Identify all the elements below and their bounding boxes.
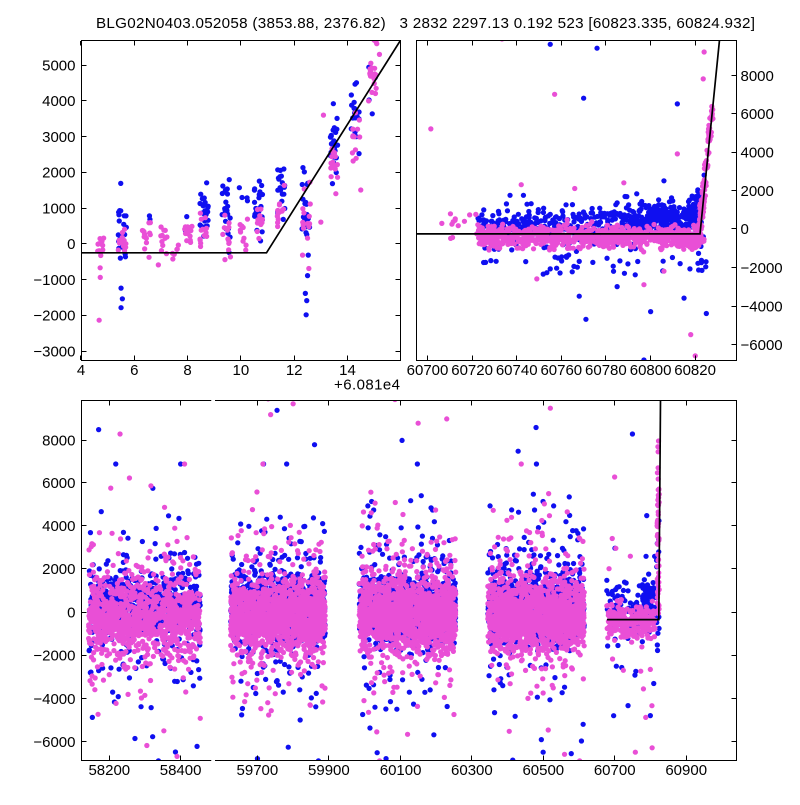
- svg-text:8000: 8000: [42, 433, 75, 450]
- svg-text:−4000: −4000: [33, 691, 75, 708]
- svg-text:58200: 58200: [88, 762, 130, 779]
- svg-text:60780: 60780: [585, 362, 627, 379]
- svg-text:−2000: −2000: [33, 308, 75, 325]
- svg-text:3000: 3000: [42, 129, 75, 146]
- svg-text:8000: 8000: [741, 68, 774, 85]
- svg-text:8: 8: [183, 362, 191, 379]
- svg-text:4: 4: [77, 362, 85, 379]
- svg-text:59700: 59700: [237, 762, 279, 779]
- svg-text:2000: 2000: [741, 183, 774, 200]
- svg-text:−6000: −6000: [741, 337, 783, 354]
- svg-text:60720: 60720: [451, 362, 493, 379]
- svg-text:−2000: −2000: [33, 648, 75, 665]
- svg-text:−6000: −6000: [33, 734, 75, 751]
- svg-text:14: 14: [339, 362, 356, 379]
- svg-text:60740: 60740: [496, 362, 538, 379]
- svg-text:0: 0: [67, 236, 75, 253]
- svg-text:0: 0: [741, 221, 749, 238]
- svg-text:4000: 4000: [42, 93, 75, 110]
- svg-text:−1000: −1000: [33, 272, 75, 289]
- svg-text:59900: 59900: [308, 762, 350, 779]
- svg-text:+6.081e4: +6.081e4: [334, 377, 400, 394]
- svg-text:BLG02N0403.052058 (3853.88, 23: BLG02N0403.052058 (3853.88, 2376.82) 3 2…: [96, 15, 755, 32]
- svg-text:5000: 5000: [42, 58, 75, 75]
- svg-text:6: 6: [130, 362, 138, 379]
- svg-text:12: 12: [286, 362, 303, 379]
- svg-text:−4000: −4000: [741, 299, 783, 316]
- svg-text:−3000: −3000: [33, 344, 75, 361]
- svg-text:58400: 58400: [160, 762, 202, 779]
- svg-text:10: 10: [233, 362, 250, 379]
- svg-text:60760: 60760: [540, 362, 582, 379]
- svg-text:−2000: −2000: [741, 260, 783, 277]
- svg-text:0: 0: [67, 605, 75, 622]
- svg-text:60820: 60820: [674, 362, 716, 379]
- svg-text:60700: 60700: [594, 762, 636, 779]
- svg-text:60900: 60900: [665, 762, 707, 779]
- svg-text:60800: 60800: [630, 362, 672, 379]
- svg-text:2000: 2000: [42, 561, 75, 578]
- svg-text:2000: 2000: [42, 165, 75, 182]
- svg-text:4000: 4000: [42, 518, 75, 535]
- svg-text:60300: 60300: [451, 762, 493, 779]
- svg-text:60700: 60700: [407, 362, 449, 379]
- svg-text:60100: 60100: [380, 762, 422, 779]
- svg-text:4000: 4000: [741, 145, 774, 162]
- svg-text:6000: 6000: [741, 106, 774, 123]
- svg-text:6000: 6000: [42, 475, 75, 492]
- svg-text:60500: 60500: [522, 762, 564, 779]
- svg-text:1000: 1000: [42, 200, 75, 217]
